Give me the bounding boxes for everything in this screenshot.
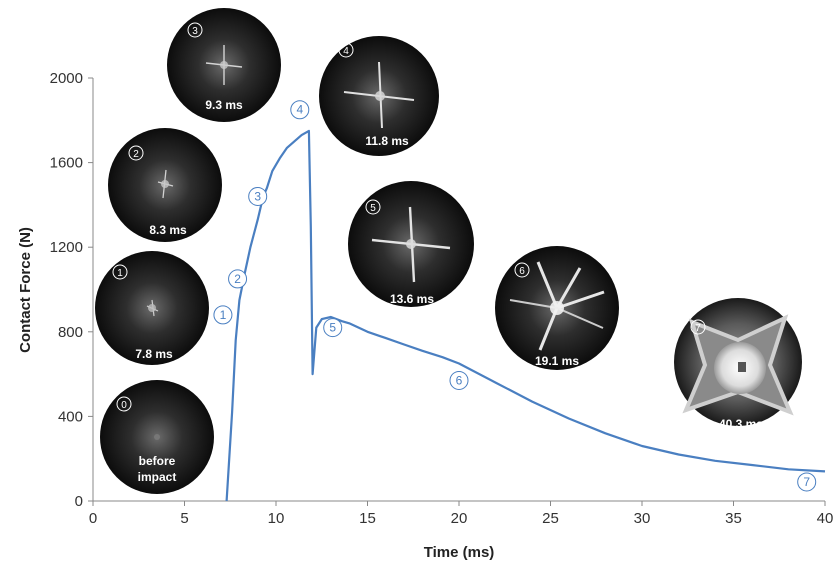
inset-image-3: 3 9.3 ms bbox=[167, 8, 281, 122]
inset-time-label: 19.1 ms bbox=[535, 354, 579, 368]
inset-number: 1 bbox=[117, 268, 123, 279]
x-axis-title: Time (ms) bbox=[424, 544, 495, 561]
inset-time-label: 13.6 ms bbox=[390, 292, 434, 306]
point-label-text: 1 bbox=[220, 308, 227, 322]
inset-number-badge bbox=[128, 145, 144, 161]
x-tick-label: 15 bbox=[359, 510, 376, 527]
point-label-circle bbox=[290, 100, 310, 120]
x-ticks: 0 5 10 15 20 25 30 35 40 bbox=[89, 501, 834, 527]
point-label-5: 5 bbox=[323, 318, 343, 338]
point-label-6: 6 bbox=[449, 370, 469, 390]
point-label-text: 6 bbox=[456, 373, 463, 387]
inset-image-7: 7 40.3 ms bbox=[674, 298, 802, 431]
x-tick-label: 10 bbox=[268, 510, 285, 527]
x-tick-label: 20 bbox=[451, 510, 468, 527]
y-ticks: 0 400 800 1200 1600 2000 bbox=[50, 70, 93, 510]
inset-image-2: 2 8.3 ms bbox=[108, 128, 222, 242]
y-tick-label: 800 bbox=[58, 324, 83, 341]
point-label-circle bbox=[797, 472, 817, 492]
inset-number-badge bbox=[365, 199, 381, 215]
inset-number: 0 bbox=[121, 400, 127, 411]
inset-number-badge bbox=[514, 262, 530, 278]
inset-number-badge bbox=[338, 42, 354, 58]
point-label-3: 3 bbox=[248, 186, 268, 206]
point-label-circle bbox=[228, 269, 248, 289]
y-tick-label: 1600 bbox=[50, 155, 83, 172]
inset-number: 5 bbox=[370, 203, 376, 214]
inset-image-1: 1 7.8 ms bbox=[95, 251, 209, 365]
point-label-4: 4 bbox=[290, 100, 310, 120]
inset-image-4: 4 11.8 ms bbox=[319, 36, 439, 156]
x-tick-label: 0 bbox=[89, 510, 97, 527]
point-label-text: 7 bbox=[803, 475, 810, 489]
inset-image-5: 5 13.6 ms bbox=[348, 181, 474, 307]
inset-time-label: before bbox=[139, 454, 176, 468]
point-label-7: 7 bbox=[797, 472, 817, 492]
point-label-1: 1 bbox=[213, 305, 233, 325]
inset-number-badge bbox=[116, 396, 132, 412]
x-tick-label: 30 bbox=[634, 510, 651, 527]
inset-number-badge bbox=[112, 264, 128, 280]
y-axis-title: Contact Force (N) bbox=[17, 227, 34, 353]
inset-time-label: 9.3 ms bbox=[205, 98, 243, 112]
y-tick-label: 400 bbox=[58, 408, 83, 425]
inset-number: 2 bbox=[133, 149, 139, 160]
inset-time-label: 7.8 ms bbox=[135, 347, 173, 361]
inset-time-label-line2: impact bbox=[138, 470, 177, 484]
contact-force-line bbox=[225, 129, 826, 502]
inset-number-badge bbox=[187, 22, 203, 38]
point-label-2: 2 bbox=[228, 269, 248, 289]
inset-image-6: 6 19.1 ms bbox=[495, 246, 619, 370]
point-label-circle bbox=[248, 186, 268, 206]
point-label-circle bbox=[213, 305, 233, 325]
inset-number: 3 bbox=[192, 26, 198, 37]
y-tick-label: 1200 bbox=[50, 239, 83, 256]
y-tick-label: 0 bbox=[75, 493, 83, 510]
y-tick-label: 2000 bbox=[50, 70, 83, 87]
x-tick-label: 40 bbox=[817, 510, 834, 527]
x-tick-label: 35 bbox=[725, 510, 742, 527]
inset-time-label: 11.8 ms bbox=[365, 134, 409, 148]
x-tick-label: 25 bbox=[542, 510, 559, 527]
point-label-text: 2 bbox=[234, 272, 241, 286]
point-label-circle bbox=[449, 370, 469, 390]
inset-number-badge bbox=[690, 319, 706, 335]
point-label-text: 4 bbox=[296, 103, 303, 117]
point-label-circle bbox=[323, 318, 343, 338]
point-label-text: 5 bbox=[329, 321, 336, 335]
point-label-text: 3 bbox=[254, 189, 261, 203]
inset-image-0: 0 before impact bbox=[100, 380, 214, 494]
inset-time-label: 40.3 ms bbox=[719, 417, 763, 431]
inset-number: 4 bbox=[343, 46, 349, 57]
inset-number: 6 bbox=[519, 266, 525, 277]
marker-labels: 1 2 3 4 5 6 7 bbox=[213, 100, 817, 492]
x-tick-label: 5 bbox=[180, 510, 188, 527]
inset-time-label: 8.3 ms bbox=[149, 223, 187, 237]
inset-number: 7 bbox=[695, 323, 701, 334]
